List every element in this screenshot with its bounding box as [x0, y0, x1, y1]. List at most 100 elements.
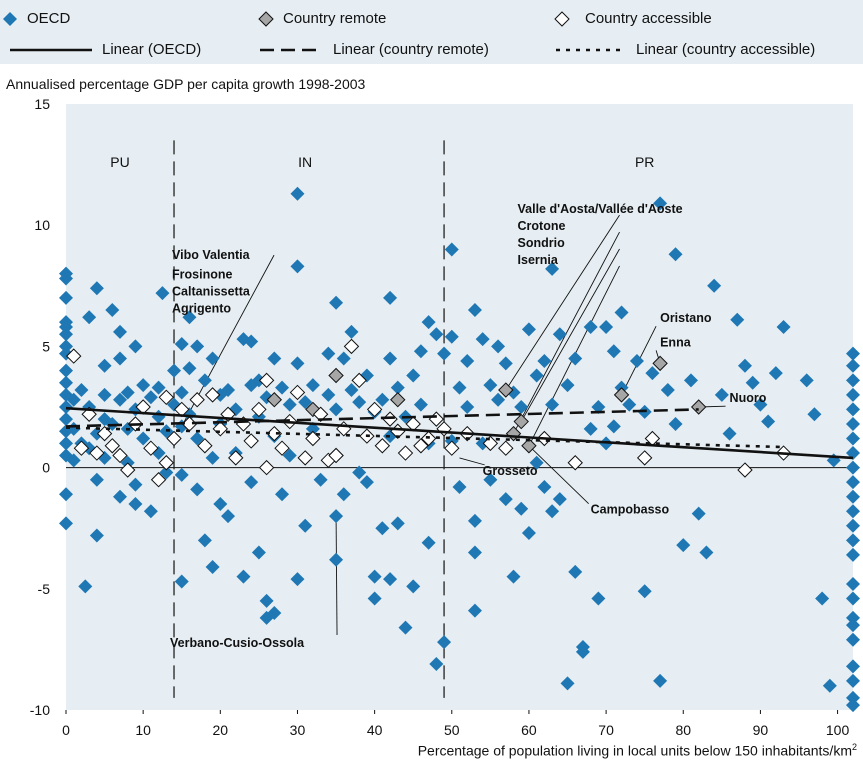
- data-point: [113, 489, 128, 504]
- annotation-leader-12: [459, 457, 485, 466]
- data-point: [244, 378, 259, 393]
- data-point: [846, 431, 860, 446]
- data-point: [799, 373, 814, 388]
- legend-accessible-marker: [554, 11, 570, 27]
- data-point: [513, 413, 529, 430]
- data-point: [460, 353, 475, 368]
- data-point: [221, 383, 236, 398]
- data-point: [691, 506, 706, 521]
- data-point: [59, 290, 73, 305]
- data-point: [344, 383, 359, 398]
- data-point: [614, 305, 629, 320]
- data-point: [444, 242, 459, 257]
- legend: OECD Country remote Country accessible L…: [0, 0, 863, 64]
- data-point: [375, 521, 390, 536]
- data-point: [343, 338, 360, 355]
- x-tick-label-40: 40: [367, 722, 383, 738]
- data-point: [59, 487, 73, 502]
- data-point: [329, 552, 344, 567]
- trendline-solid: [65, 406, 854, 460]
- data-point: [722, 426, 737, 441]
- data-point: [329, 402, 344, 417]
- data-point: [807, 407, 822, 422]
- data-point: [737, 358, 752, 373]
- data-point: [421, 535, 436, 550]
- data-point: [228, 450, 244, 466]
- data-point: [390, 516, 405, 531]
- x-tick-label-100: 100: [826, 722, 850, 738]
- data-point: [104, 438, 121, 454]
- x-tick-label-60: 60: [521, 722, 537, 738]
- data-point: [66, 348, 82, 364]
- data-point: [444, 329, 459, 344]
- data-point: [475, 332, 490, 347]
- data-point: [846, 387, 860, 402]
- data-point: [737, 462, 753, 478]
- data-point: [275, 380, 290, 395]
- data-point: [606, 344, 621, 359]
- data-point: [406, 579, 421, 594]
- data-point: [413, 438, 429, 454]
- data-point: [89, 528, 104, 543]
- data-point: [491, 339, 506, 354]
- data-point: [136, 431, 151, 446]
- data-point: [846, 690, 860, 705]
- data-point: [236, 569, 251, 584]
- data-point: [59, 436, 73, 451]
- data-point: [383, 351, 398, 366]
- data-point: [846, 610, 860, 625]
- legend-remote-label: Country remote: [283, 10, 387, 27]
- data-point: [128, 477, 143, 492]
- data-point: [66, 453, 81, 468]
- annotation-label-11: Nuoro: [730, 391, 767, 405]
- data-point: [668, 247, 683, 262]
- legend-remote-marker: [258, 11, 274, 27]
- trendline-dashed: [65, 408, 699, 428]
- data-point: [205, 351, 220, 366]
- data-point: [97, 358, 112, 373]
- annotation-label-13: Campobasso: [591, 503, 670, 517]
- data-point: [568, 351, 583, 366]
- data-point: [537, 353, 552, 368]
- data-point: [59, 400, 73, 414]
- data-point: [213, 496, 228, 511]
- data-point: [613, 387, 630, 403]
- data-point: [352, 465, 367, 480]
- data-point: [529, 368, 544, 383]
- data-point: [321, 387, 336, 402]
- data-point: [452, 380, 467, 395]
- data-point: [174, 467, 189, 482]
- data-point: [336, 351, 351, 366]
- data-point: [182, 310, 197, 325]
- data-point: [846, 591, 860, 606]
- data-point: [59, 412, 73, 427]
- data-point: [560, 676, 575, 691]
- y-tick-label-2: 0: [42, 460, 50, 476]
- data-point: [846, 489, 860, 504]
- data-point: [290, 572, 305, 587]
- data-point: [444, 440, 460, 456]
- data-point: [575, 644, 590, 659]
- data-point: [537, 479, 552, 494]
- annotation-label-6: Crotone: [518, 219, 566, 233]
- data-point: [190, 482, 205, 497]
- data-point: [730, 312, 745, 327]
- data-point: [78, 579, 93, 594]
- data-point: [545, 504, 560, 519]
- data-point: [636, 450, 653, 466]
- x-tick-label-20: 20: [213, 722, 229, 738]
- data-point: [204, 387, 221, 403]
- region-label-pr: PR: [635, 154, 654, 170]
- data-point: [545, 397, 560, 412]
- data-point: [367, 569, 382, 584]
- data-point: [776, 320, 791, 335]
- data-point: [846, 673, 860, 688]
- data-point: [452, 479, 467, 494]
- data-point: [66, 392, 81, 407]
- data-point: [312, 406, 329, 422]
- data-point: [197, 533, 212, 548]
- data-point: [113, 324, 128, 339]
- data-point: [59, 363, 73, 378]
- data-point: [282, 397, 297, 412]
- data-point: [328, 367, 344, 384]
